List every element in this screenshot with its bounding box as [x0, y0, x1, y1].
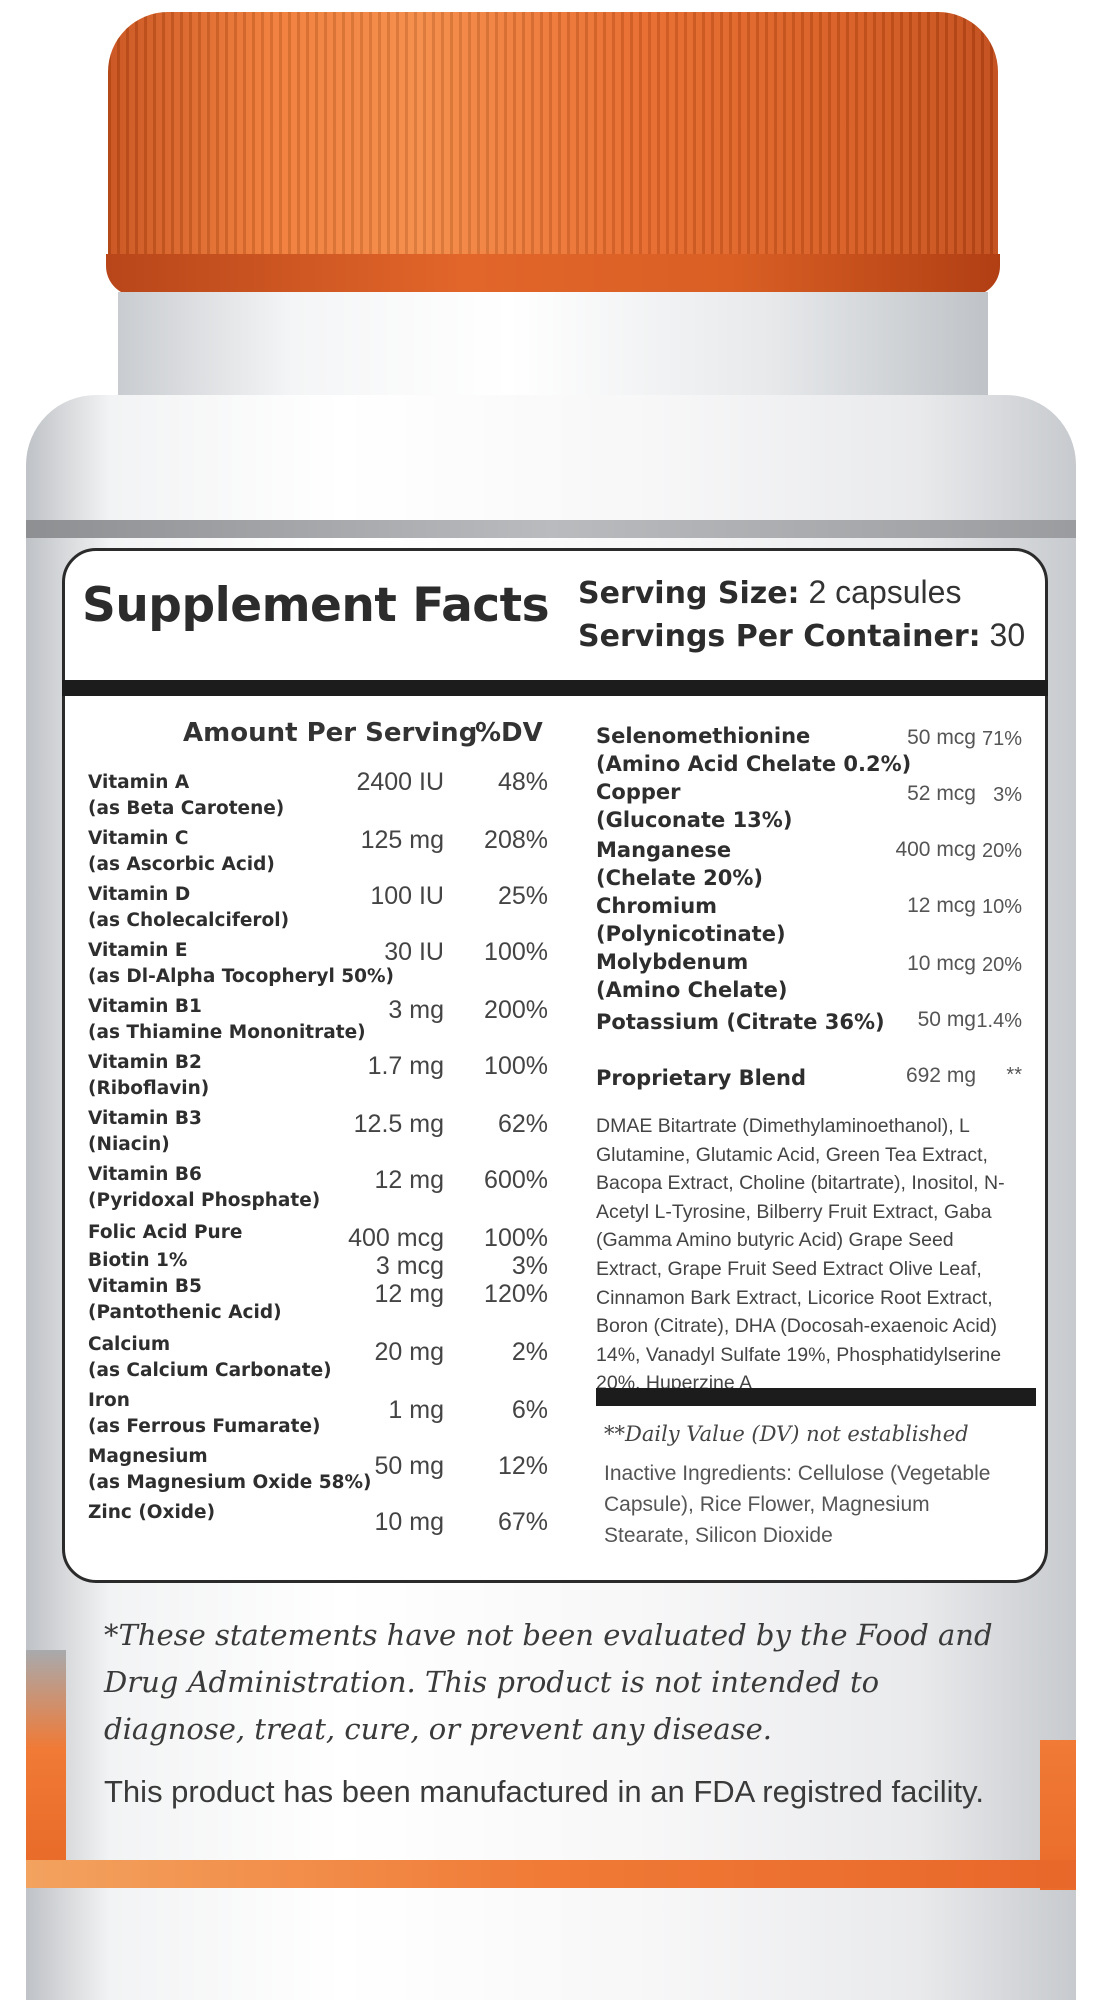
mineral-amount: 400 mcg [895, 838, 976, 861]
dv-not-established-note: **Daily Value (DV) not established [604, 1422, 969, 1446]
nutrient-name: Vitamin E (as Dl-Alpha Tocopheryl 50%) [88, 940, 394, 987]
mineral-name: Potassium (Citrate 36%) [596, 1010, 885, 1034]
mineral-name: Molybdenum (Amino Chelate) [596, 950, 788, 1002]
nutrient-dv: 6% [511, 1396, 548, 1424]
nutrient-dv: 12% [497, 1452, 548, 1480]
supplement-facts-panel [62, 548, 1048, 1583]
mineral-amount: 50 mcg [907, 726, 976, 749]
nutrient-dv: 100% [484, 1224, 548, 1252]
nutrient-name: Magnesium (as Magnesium Oxide 58%) [88, 1446, 372, 1493]
serving-size: Serving Size: 2 capsules [578, 574, 1025, 611]
nutrient-dv: 62% [497, 1110, 548, 1138]
nutrient-amount: 12 mg [374, 1166, 444, 1194]
servings-per-container-label: Servings Per Container: [578, 619, 981, 654]
nutrient-name: Vitamin B3 (Niacin) [88, 1108, 202, 1155]
mineral-amount: 50 mg [917, 1008, 976, 1031]
servings-per-container: Servings Per Container: 30 [578, 617, 1025, 654]
label-top-stripe [26, 520, 1076, 538]
nutrient-dv: 600% [484, 1166, 548, 1194]
inactive-ingredients: Inactive Ingredients: Cellulose (Vegetab… [604, 1462, 991, 1547]
mineral-dv: 71% [981, 728, 1022, 750]
nutrient-amount: 30 IU [384, 938, 444, 966]
nutrient-dv: 67% [497, 1508, 548, 1536]
dv-header: %DV [475, 718, 543, 748]
nutrient-dv: 120% [484, 1280, 548, 1308]
nutrient-name: Vitamin B6 (Pyridoxal Phosphate) [88, 1164, 321, 1211]
header-rule [62, 680, 1048, 696]
nutrient-amount: 10 mg [374, 1508, 444, 1536]
mineral-dv: 20% [981, 840, 1022, 862]
mineral-name: Selenomethionine (Amino Acid Chelate 0.2%… [596, 724, 912, 776]
mineral-amount: 12 mcg [907, 894, 976, 917]
facility-statement: This product has been manufactured in an… [104, 1774, 984, 1809]
nutrient-name: Vitamin D (as Cholecalciferol) [88, 884, 290, 931]
nutrient-amount: 3 mcg [375, 1252, 444, 1280]
nutrient-name: Calcium (as Calcium Carbonate) [88, 1334, 332, 1381]
nutrient-name: Vitamin B5 (Pantothenic Acid) [88, 1276, 282, 1323]
nutrient-name: Iron (as Ferrous Fumarate) [88, 1390, 321, 1437]
cap-rim [106, 254, 1000, 296]
mineral-dv: 10% [981, 896, 1022, 918]
fda-disclaimer: *These statements have not been evaluate… [104, 1618, 993, 1746]
proprietary-blend-amount: 692 mg [905, 1064, 976, 1087]
nutrient-dv: 25% [497, 882, 548, 910]
mineral-amount: 52 mcg [907, 782, 976, 805]
nutrient-amount: 50 mg [374, 1452, 444, 1480]
mineral-dv: 3% [993, 784, 1022, 806]
nutrient-amount: 1 mg [388, 1396, 444, 1424]
mineral-name: Manganese (Chelate 20%) [596, 838, 764, 890]
label-left-accent [26, 1650, 66, 1870]
bottle-cap [106, 12, 1000, 296]
mineral-dv: 1.4% [976, 1010, 1022, 1032]
proprietary-blend-dv: ** [1006, 1064, 1022, 1086]
nutrient-amount: 12 mg [374, 1280, 444, 1308]
nutrient-dv: 100% [484, 938, 548, 966]
nutrient-amount: 1.7 mg [367, 1052, 444, 1080]
cap-ridges [108, 12, 998, 292]
label-bottom-stripe [26, 1860, 1076, 1888]
nutrient-amount: 12.5 mg [353, 1110, 444, 1138]
mineral-name: Chromium (Polynicotinate) [596, 894, 786, 946]
nutrient-amount: 20 mg [374, 1338, 444, 1366]
mineral-amount: 10 mcg [907, 952, 976, 975]
nutrient-name: Vitamin C (as Ascorbic Acid) [88, 828, 275, 875]
servings-per-container-value: 30 [989, 617, 1026, 653]
bottle-neck [118, 292, 988, 402]
nutrient-dv: 208% [484, 826, 548, 854]
nutrient-dv: 48% [497, 768, 548, 796]
mineral-dv: 20% [981, 954, 1022, 976]
nutrient-dv: 100% [484, 1052, 548, 1080]
nutrient-dv: 3% [511, 1252, 548, 1280]
supplement-facts-title: Supplement Facts [82, 578, 550, 633]
nutrient-amount: 400 mcg [348, 1224, 444, 1252]
nutrient-name: Vitamin B2 (Riboflavin) [88, 1052, 210, 1099]
nutrient-name: Vitamin A (as Beta Carotene) [88, 772, 285, 819]
nutrient-name: Folic Acid Pure [88, 1222, 243, 1243]
amount-per-serving-header: Amount Per Serving [183, 718, 478, 748]
blend-ingredients: DMAE Bitartrate (Dimethylaminoethanol), … [596, 1115, 1005, 1395]
serving-size-value: 2 capsules [808, 574, 962, 610]
blend-rule [596, 1388, 1036, 1406]
serving-size-label: Serving Size: [578, 576, 800, 611]
nutrient-amount: 125 mg [360, 826, 444, 854]
nutrient-amount: 3 mg [388, 996, 444, 1024]
proprietary-blend-name: Proprietary Blend [596, 1066, 806, 1090]
nutrient-name: Vitamin B1 (as Thiamine Mononitrate) [88, 996, 366, 1043]
nutrient-dv: 200% [484, 996, 548, 1024]
nutrient-amount: 100 IU [370, 882, 444, 910]
nutrient-amount: 2400 IU [356, 768, 444, 796]
nutrient-name: Biotin 1% [88, 1250, 188, 1271]
nutrient-name: Zinc (Oxide) [88, 1502, 216, 1523]
serving-info: Serving Size: 2 capsules Servings Per Co… [578, 574, 1025, 654]
mineral-name: Copper (Gluconate 13%) [596, 780, 793, 832]
nutrient-dv: 2% [511, 1338, 548, 1366]
